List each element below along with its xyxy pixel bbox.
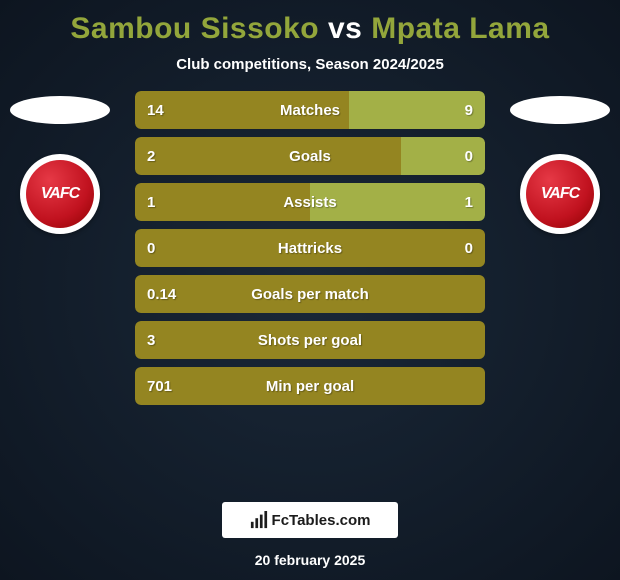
stat-value-right: 0 bbox=[465, 148, 473, 165]
brand-logo: FcTables.com bbox=[222, 502, 398, 538]
title: Sambou Sissoko vs Mpata Lama bbox=[70, 12, 549, 46]
vs-separator: vs bbox=[328, 12, 362, 45]
stat-label: Goals bbox=[289, 148, 331, 165]
stat-row: 3 Shots per goal bbox=[135, 321, 485, 359]
stat-value-left: 701 bbox=[147, 378, 172, 395]
chart-icon bbox=[250, 511, 268, 529]
player1-club-badge: VAFC bbox=[20, 154, 100, 234]
stat-label: Assists bbox=[283, 194, 336, 211]
stat-row: 2 0 Goals bbox=[135, 137, 485, 175]
player1-photo-placeholder bbox=[10, 96, 110, 124]
stat-label: Shots per goal bbox=[258, 332, 362, 349]
stat-value-right: 0 bbox=[465, 240, 473, 257]
stat-value-left: 14 bbox=[147, 102, 164, 119]
stat-value-right: 1 bbox=[465, 194, 473, 211]
subtitle: Club competitions, Season 2024/2025 bbox=[176, 56, 444, 73]
comparison-infographic: Sambou Sissoko vs Mpata Lama Club compet… bbox=[0, 0, 620, 580]
player1-name: Sambou Sissoko bbox=[70, 12, 319, 45]
player2-photo-placeholder bbox=[510, 96, 610, 124]
stat-row: 14 9 Matches bbox=[135, 91, 485, 129]
stat-value-left: 2 bbox=[147, 148, 155, 165]
stat-label: Matches bbox=[280, 102, 340, 119]
stat-label: Min per goal bbox=[266, 378, 354, 395]
badge-text: VAFC bbox=[26, 160, 94, 228]
stat-label: Hattricks bbox=[278, 240, 342, 257]
stat-value-left: 0.14 bbox=[147, 286, 176, 303]
left-player-column: VAFC bbox=[0, 91, 120, 234]
stat-row: 0 0 Hattricks bbox=[135, 229, 485, 267]
stat-row: 701 Min per goal bbox=[135, 367, 485, 405]
content-area: VAFC 14 9 Matches 2 0 Goals 1 1 Assists 0 0 Hattric… bbox=[0, 91, 620, 488]
stat-value-left: 1 bbox=[147, 194, 155, 211]
stat-value-left: 3 bbox=[147, 332, 155, 349]
stat-row: 1 1 Assists bbox=[135, 183, 485, 221]
player2-name: Mpata Lama bbox=[371, 12, 549, 45]
right-player-column: VAFC bbox=[500, 91, 620, 234]
bar-left bbox=[135, 137, 401, 175]
date: 20 february 2025 bbox=[255, 552, 366, 568]
stat-label: Goals per match bbox=[251, 286, 369, 303]
stat-value-right: 9 bbox=[465, 102, 473, 119]
stat-value-left: 0 bbox=[147, 240, 155, 257]
stat-row: 0.14 Goals per match bbox=[135, 275, 485, 313]
brand-text: FcTables.com bbox=[272, 512, 371, 529]
badge-text: VAFC bbox=[526, 160, 594, 228]
player2-club-badge: VAFC bbox=[520, 154, 600, 234]
